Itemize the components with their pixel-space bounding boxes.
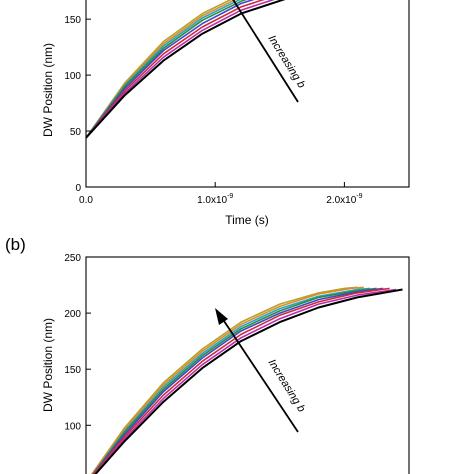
panel-b-annotation-arrow	[221, 317, 299, 433]
panel-a-x-tick-label: 1.0x10-9	[197, 193, 233, 206]
panel-b-annotation-arrowhead	[215, 308, 228, 325]
panel-a-y-tick-label: 150	[64, 15, 81, 26]
panel-a-y-tick-label: 50	[70, 127, 82, 138]
panel-b-series-line-4	[92, 287, 377, 474]
panel-b-series-line-2	[91, 286, 364, 474]
panel-b-y-axis-title: DW Position (nm)	[41, 318, 55, 412]
panel-a-x-tick-label: 0.0	[79, 195, 93, 206]
panel-a-series-line-6	[86, 0, 265, 139]
panel-a-x-axis-title: Time (s)	[225, 213, 269, 227]
panel-a-annotation-arrow	[232, 0, 299, 103]
panel-b-frame	[85, 256, 410, 474]
panel-b-y-tick-label: 150	[64, 365, 81, 376]
panel-b-series-line-3	[92, 287, 371, 474]
panel-a-series-group	[86, 0, 286, 139]
panel-b-series-line-8	[94, 288, 403, 474]
panel-b-series-line-7	[94, 288, 397, 474]
panel-b-label: (b)	[5, 235, 26, 254]
panel-a-y-axis-title: DW Position (nm)	[41, 43, 55, 137]
panel-a-series-line-4	[86, 0, 248, 139]
panel-b-chart: (b) Increasing b 50100150200250 DW Posit…	[5, 235, 410, 474]
panel-b-y-axis: 50100150200250	[64, 253, 91, 432]
panel-a-y-axis: 0 50 100 150	[64, 15, 91, 194]
panel-a-series-line-7	[86, 0, 275, 139]
panel-a-x-axis: 0.0 1.0x10-9 2.0x10-9	[79, 182, 363, 206]
panel-a-series-line-5	[86, 0, 255, 139]
panel-a-series-line-1	[86, 0, 232, 139]
panel-a-y-tick-label: 0	[75, 183, 81, 194]
panel-b-series-line-6	[92, 287, 390, 474]
panel-b-annotation-text: Increasing b	[265, 357, 307, 414]
panel-a-x-tick-label: 2.0x10-9	[326, 193, 362, 206]
panel-b-y-tick-label: 100	[64, 421, 81, 432]
panel-b-y-tick-label: 250	[64, 253, 81, 264]
panel-a-series-line-2	[86, 0, 237, 139]
panel-a-frame	[85, 0, 410, 188]
panel-b-y-tick-label: 200	[64, 309, 81, 320]
panel-b-series-line-5	[92, 287, 384, 474]
panel-b-series-line-1	[91, 286, 358, 474]
panel-a-series-line-8	[86, 0, 286, 139]
panel-a-series-line-3	[86, 0, 241, 139]
panel-b-series-group	[91, 286, 403, 474]
panel-a-y-tick-label: 100	[64, 71, 81, 82]
